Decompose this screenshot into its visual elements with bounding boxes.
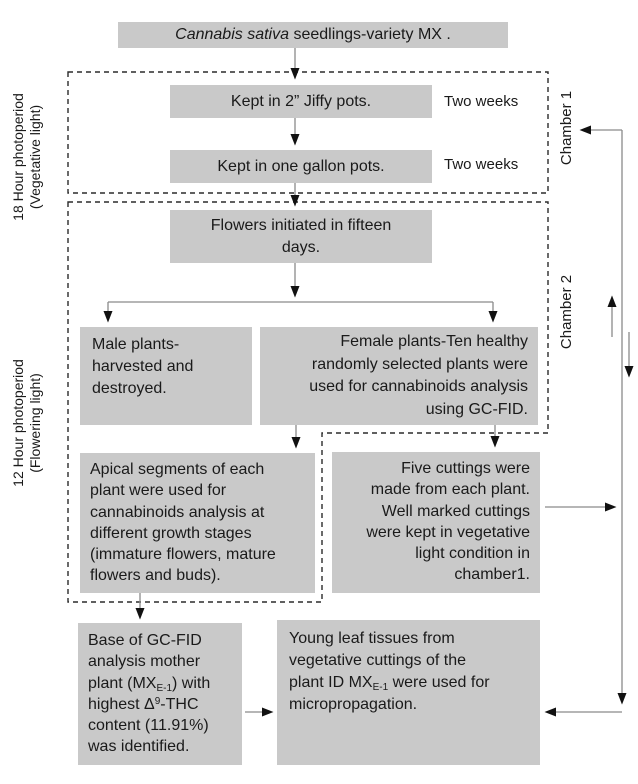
jiffy-duration-label: Two weeks bbox=[444, 93, 519, 110]
mother-line: was identified. bbox=[88, 738, 190, 756]
young-line: Young leaf tissues from bbox=[289, 630, 455, 647]
gallon-duration-label: Two weeks bbox=[444, 156, 519, 173]
apical-line: different growth stages bbox=[90, 524, 252, 542]
female-line: using GC-FID. bbox=[425, 400, 528, 418]
mother-line: highest Δ9-THC bbox=[88, 695, 199, 713]
chamber2-dashed-outline bbox=[67, 201, 549, 603]
male-line: Male plants- bbox=[92, 336, 180, 353]
jiffy-pots-box: Kept in 2” Jiffy pots. bbox=[170, 85, 432, 118]
flowers-line: Flowers initiated in fifteen bbox=[210, 217, 392, 234]
plant-id-subscript: E-1 bbox=[372, 682, 389, 693]
title-box: Cannabis sativa seedlings-variety MX . bbox=[118, 22, 508, 48]
cuttings-line: Five cuttings were bbox=[401, 460, 530, 477]
flowers-line: days. bbox=[281, 239, 321, 256]
female-line: Female plants-Ten healthy bbox=[340, 333, 528, 350]
male-plants-box: Male plants- harvested and destroyed. bbox=[80, 327, 252, 425]
young-line: plant ID MXE-1 were used for bbox=[289, 674, 490, 693]
mother-line: content (11.91%) bbox=[88, 717, 209, 735]
young-leaf-box: Young leaf tissues from vegetative cutti… bbox=[277, 620, 540, 765]
female-line: used for cannabinoids analysis bbox=[309, 378, 528, 395]
title-rest: seedlings-variety MX . bbox=[289, 26, 451, 43]
cuttings-line: light condition in bbox=[415, 545, 530, 563]
mother-line: Base of GC-FID bbox=[88, 632, 202, 649]
chamber2-label: Chamber 2 bbox=[558, 274, 575, 350]
female-line: randomly selected plants were bbox=[311, 355, 528, 373]
gallon-pots-box: Kept in one gallon pots. bbox=[170, 150, 432, 183]
chamber1-dashed-outline bbox=[67, 71, 549, 194]
apical-line: (immature flowers, mature bbox=[90, 546, 276, 564]
male-line: harvested and bbox=[92, 358, 194, 375]
five-cuttings-box: Five cuttings were made from each plant.… bbox=[332, 452, 540, 593]
apical-line: plant were used for bbox=[90, 482, 227, 500]
cuttings-line: made from each plant. bbox=[370, 481, 530, 499]
mother-line: plant (MXE-1) with bbox=[88, 674, 211, 694]
cuttings-line: Well marked cuttings bbox=[381, 502, 530, 520]
chamber1-label: Chamber 1 bbox=[558, 90, 575, 166]
delta9-superscript: 9 bbox=[154, 695, 161, 707]
apical-line: cannabinoids analysis at bbox=[90, 503, 265, 521]
photoperiod-12h-label: 12 Hour photoperiod (Flowering light) bbox=[10, 359, 43, 487]
plant-id-subscript: E-1 bbox=[156, 682, 173, 694]
apical-line: Apical segments of each bbox=[90, 461, 265, 478]
title-species: Cannabis sativa bbox=[175, 26, 289, 43]
photoperiod-18h-label: 18 Hour photoperiod (Vegetative light) bbox=[10, 93, 43, 221]
apical-segments-box: Apical segments of each plant were used … bbox=[80, 453, 315, 593]
young-line: vegetative cuttings of the bbox=[289, 652, 466, 669]
mother-line: analysis mother bbox=[88, 653, 201, 671]
male-line: destroyed. bbox=[92, 380, 167, 397]
mother-plant-box: Base of GC-FID analysis mother plant (MX… bbox=[78, 623, 242, 765]
flowers-initiated-box: Flowers initiated in fifteen days. bbox=[170, 210, 432, 263]
apical-line: flowers and buds). bbox=[90, 567, 221, 585]
female-plants-box: Female plants-Ten healthy randomly selec… bbox=[260, 327, 538, 425]
cuttings-line: chamber1. bbox=[454, 566, 530, 584]
cuttings-line: were kept in vegetative bbox=[366, 523, 530, 541]
young-line: micropropagation. bbox=[289, 696, 418, 713]
